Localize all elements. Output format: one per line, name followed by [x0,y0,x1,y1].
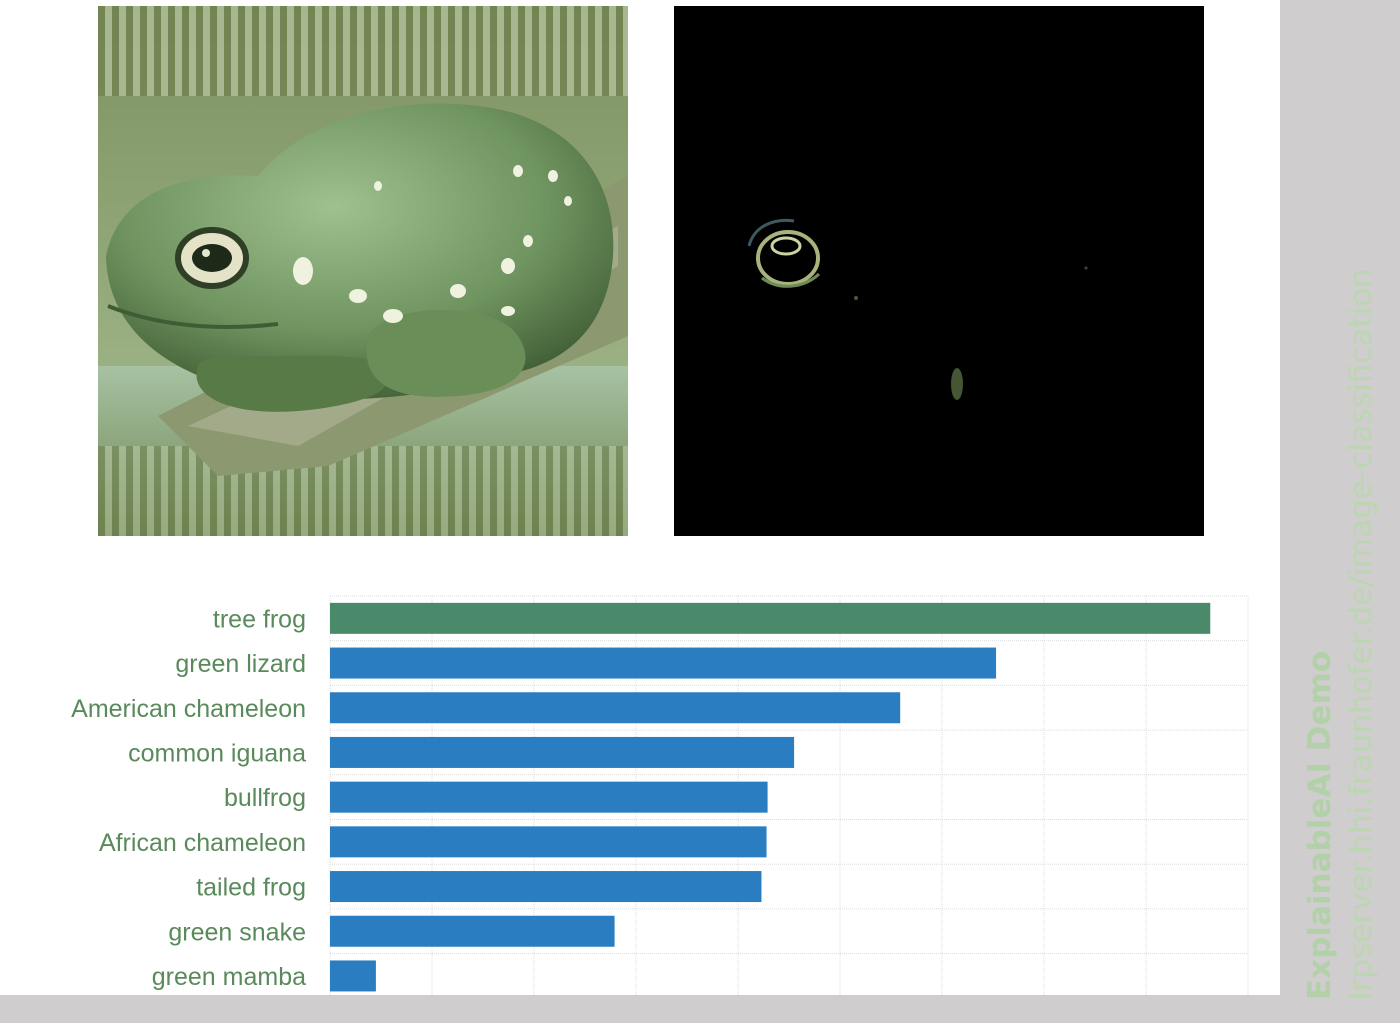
category-label: green snake [168,918,306,946]
category-label: African chameleon [99,829,306,857]
bar-tailed-frog [330,871,762,903]
chart-bars [330,602,1211,992]
category-label: tree frog [213,605,306,633]
main-area: tree frog green lizard American chameleon c… [71,6,1249,995]
input-image [98,6,628,536]
bar-common-iguana [330,736,795,768]
bar-green-snake [330,915,615,947]
frog-image [98,6,628,536]
category-label: green lizard [175,650,306,678]
sidebar-url: lrpserver.hhi.fraunhofer.de/image-classi… [1343,268,1379,1000]
prediction-bar-chart: tree frog green lizard American chameleon c… [71,595,1249,995]
chart-labels: tree frog green lizard American chameleon c… [71,605,306,991]
sidebar-title: ExplainableAI Demo [1302,650,1338,1000]
bar-tree-frog [330,602,1211,634]
bar-african-chameleon [330,826,767,858]
heatmap-image [674,6,1204,536]
sidebar [1280,0,1400,1023]
relevance-heatmap [674,6,1204,536]
bar-green-lizard [330,647,997,679]
bar-green-mamba [330,960,376,992]
category-label: American chameleon [71,695,306,723]
bottom-bar [0,995,1280,1023]
bar-bullfrog [330,781,768,813]
bar-american-chameleon [330,692,901,724]
category-label: common iguana [128,739,306,767]
category-label: bullfrog [224,784,306,812]
category-label: green mamba [152,963,306,991]
category-label: tailed frog [196,874,306,902]
